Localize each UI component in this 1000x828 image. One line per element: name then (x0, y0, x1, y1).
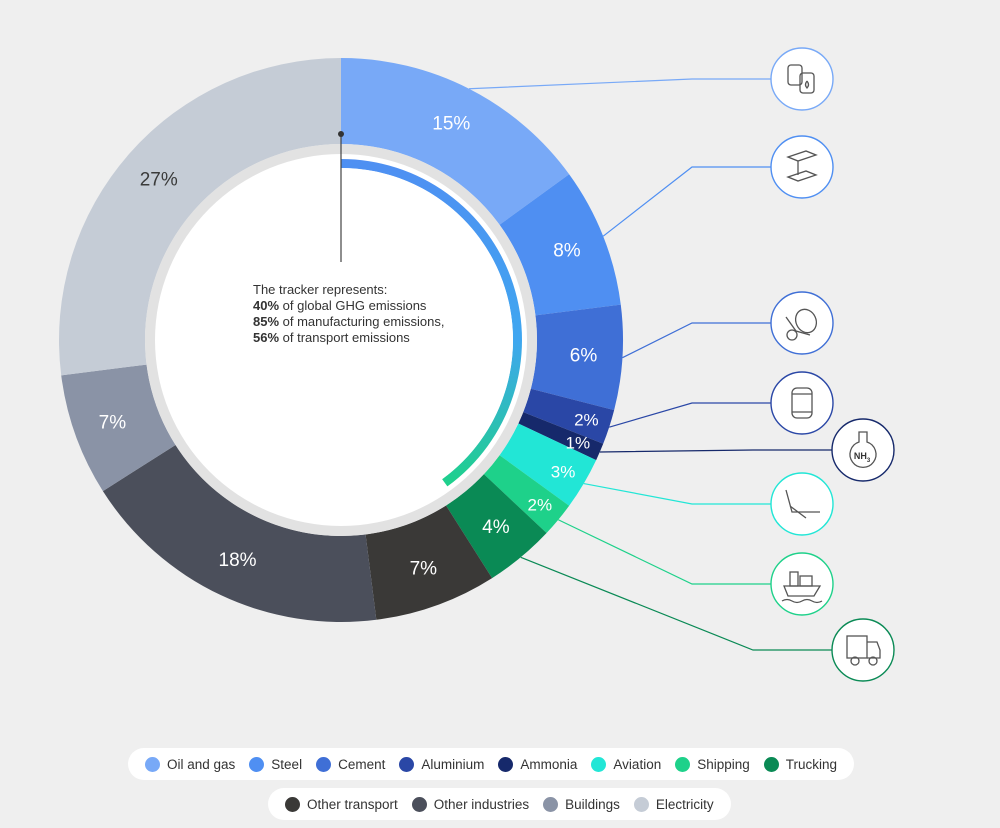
slice-other-industries (102, 445, 377, 623)
legend-swatch (498, 756, 514, 772)
legend-label: Trucking (785, 756, 838, 772)
legend-label: Other industries (433, 796, 530, 812)
slice-label-oil-and-gas: 15% (432, 113, 470, 134)
legend-swatch (411, 796, 427, 812)
ammonia-flask-icon: NH3 (831, 418, 895, 482)
slice-aluminium (523, 388, 615, 444)
legend-label: Other transport (307, 796, 398, 812)
legend-label: Oil and gas (167, 756, 236, 772)
connector-aluminium (609, 402, 771, 428)
legend-label: Buildings (565, 796, 620, 812)
slice-label-electricity: 27% (140, 169, 178, 190)
connector-trucking (520, 556, 832, 651)
connector-steel (602, 166, 771, 237)
center-line-manufacturing: 85% of manufacturing emissions, (253, 314, 493, 330)
slice-label-shipping: 2% (528, 495, 553, 514)
center-disc (169, 168, 513, 512)
ammonia-formula: NH3 (854, 451, 871, 464)
slice-label-other-industries: 18% (219, 550, 257, 571)
connector-ammonia (599, 449, 832, 453)
steel-beam-icon (770, 135, 834, 199)
connector-oil-and-gas (468, 78, 771, 90)
center-line-ghg: 40% of global GHG emissions (253, 298, 493, 314)
legend-label: Aviation (613, 756, 662, 772)
center-line-value: 40% (253, 298, 280, 313)
center-line-text: of global GHG emissions (279, 298, 427, 313)
slice-label-aviation: 3% (551, 462, 576, 481)
pointer-dot (338, 131, 344, 137)
legend-item-buildings: Buildings (543, 796, 620, 812)
legend-item-other-transport: Other transport (285, 796, 398, 812)
cement-mixer-icon (770, 291, 834, 355)
legend-item-electricity: Electricity (633, 796, 714, 812)
connector-shipping (558, 519, 771, 585)
connector-cement (622, 322, 771, 359)
legend-item-steel: Steel (249, 756, 303, 772)
slice-labels: 15% 8% 6% 2% 1% 3% 2% 4% 7% 18% 7% 27% (99, 113, 599, 579)
slice-shipping (483, 455, 570, 534)
truck-icon (831, 618, 895, 682)
legend-item-trucking: Trucking (763, 756, 838, 772)
legend-label: Steel (271, 756, 303, 772)
cargo-ship-icon (770, 552, 834, 616)
legend-item-other-industries: Other industries (411, 796, 530, 812)
slice-other-transport (365, 505, 493, 620)
slice-ammonia (518, 412, 604, 461)
center-line-text: of transport emissions (279, 330, 410, 345)
legend-label: Electricity (655, 796, 714, 812)
center-line-value: 85% (253, 314, 280, 329)
slice-label-ammonia: 1% (565, 433, 590, 452)
legend-label: Ammonia (520, 756, 578, 772)
ammonia-subscript: 3 (867, 458, 871, 464)
slice-label-steel: 8% (553, 241, 581, 262)
oil-barrels-icon (770, 47, 834, 111)
legend-swatch (249, 756, 265, 772)
legend-row-2: Other transport Other industries Buildings… (268, 788, 731, 820)
slice-trucking (446, 474, 547, 579)
legend-swatch (675, 756, 691, 772)
legend-item-shipping: Shipping (675, 756, 750, 772)
connector-aviation (583, 482, 771, 505)
icon-connectors (468, 78, 832, 651)
legend-swatch (591, 756, 607, 772)
legend-item-ammonia: Ammonia (498, 756, 578, 772)
center-summary: The tracker represents: 40% of global GH… (253, 282, 493, 346)
legend-swatch (316, 756, 332, 772)
airplane-tail-icon (770, 472, 834, 536)
slice-buildings (61, 364, 176, 492)
center-line-transport: 56% of transport emissions (253, 330, 493, 346)
slice-cement (530, 304, 623, 411)
slice-aviation (499, 423, 597, 506)
legend-label: Cement (338, 756, 386, 772)
legend-swatch (285, 796, 300, 812)
slice-label-aluminium: 2% (574, 411, 599, 430)
legend-swatch (633, 796, 649, 812)
legend-label: Shipping (697, 756, 750, 772)
legend-swatch (145, 756, 160, 772)
legend-item-aviation: Aviation (591, 756, 662, 772)
aluminium-can-icon (770, 371, 834, 435)
center-line-text: of manufacturing emissions, (279, 314, 445, 329)
slice-steel (499, 174, 621, 316)
legend-item-cement: Cement (316, 756, 386, 772)
legend-label: Aluminium (421, 756, 485, 772)
legend-swatch (763, 756, 779, 772)
legend-item-oil-and-gas: Oil and gas (145, 756, 236, 772)
slice-label-trucking: 4% (482, 517, 510, 538)
legend-swatch (543, 796, 559, 812)
center-line-value: 56% (253, 330, 280, 345)
slice-label-other-transport: 7% (410, 559, 438, 580)
legend-row-1: Oil and gas Steel Cement Aluminium Ammonia Av… (128, 748, 855, 780)
slice-electricity (59, 58, 342, 376)
legend-swatch (399, 756, 415, 772)
legend-item-aluminium: Aluminium (399, 756, 485, 772)
slice-label-buildings: 7% (99, 412, 127, 433)
slice-label-cement: 6% (570, 345, 598, 366)
center-intro: The tracker represents: (253, 282, 388, 297)
slice-oil-and-gas (341, 58, 570, 225)
